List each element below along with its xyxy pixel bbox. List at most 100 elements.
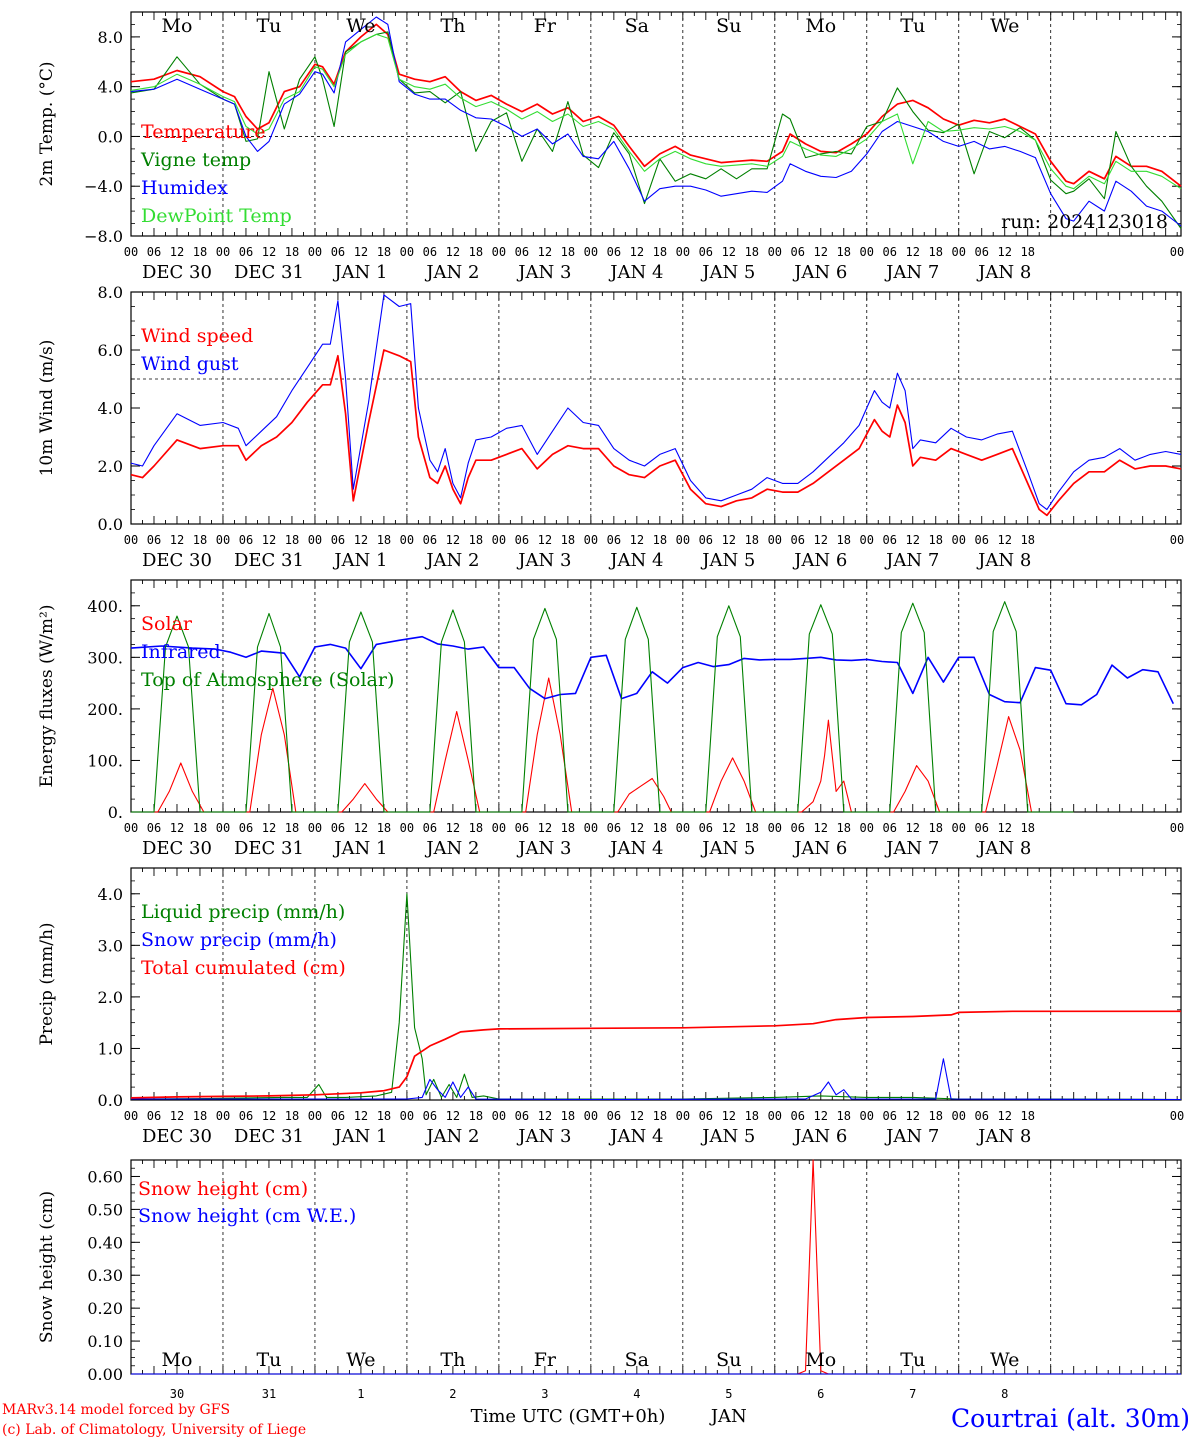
series-line-total-cumulated-cm	[130, 1010, 1181, 1099]
series-line-top-of-atmosphere-solar	[131, 601, 1074, 813]
date-label: JAN 7	[884, 1126, 939, 1147]
hour-tick-label: 18	[653, 533, 667, 547]
hour-tick-label: 06	[975, 1109, 989, 1123]
date-label: JAN 3	[516, 262, 571, 283]
weekday-label: We	[346, 15, 375, 37]
hour-tick-label: 06	[331, 821, 345, 835]
hour-tick-label: 06	[975, 821, 989, 835]
date-label: JAN 5	[700, 262, 755, 283]
date-label: DEC 30	[142, 1126, 212, 1147]
date-label: JAN 6	[792, 262, 847, 283]
legend-entry: Snow precip (mm/h)	[141, 929, 337, 951]
hour-tick-label: 00	[492, 1109, 506, 1123]
hour-tick-label: 18	[561, 533, 575, 547]
y-tick-label: 1.0	[98, 1039, 123, 1058]
weekday-label: We	[346, 1349, 375, 1371]
hour-tick-label: 12	[262, 1109, 276, 1123]
hour-tick-label: 12	[446, 821, 460, 835]
date-label: JAN 3	[516, 1126, 571, 1147]
hour-tick-label: 00	[400, 1109, 414, 1123]
hour-tick-label: 12	[354, 1109, 368, 1123]
hour-tick-label: 00	[860, 533, 874, 547]
date-label: JAN 2	[424, 838, 479, 859]
hour-tick-label: 12	[630, 533, 644, 547]
hour-tick-label: 12	[906, 1109, 920, 1123]
y-axis-label: 10m Wind (m/s)	[37, 340, 57, 477]
hour-tick-label: 00	[676, 533, 690, 547]
y-tick-label: 0.0	[98, 127, 123, 146]
hour-tick-label: 06	[607, 533, 621, 547]
hour-tick-label: 18	[929, 245, 943, 259]
hour-tick-label: 00	[308, 245, 322, 259]
hour-tick-label: 12	[354, 533, 368, 547]
date-label: DEC 31	[234, 838, 304, 859]
hour-tick-label: 12	[630, 821, 644, 835]
hour-tick-label: 18	[561, 1109, 575, 1123]
date-label: DEC 30	[142, 550, 212, 571]
hour-tick-label: 06	[607, 821, 621, 835]
y-tick-label: 0.0	[98, 515, 123, 534]
hour-tick-label: 00	[1170, 245, 1184, 259]
y-axis-label: Snow height (cm)	[37, 1191, 57, 1343]
hour-tick-label: 12	[814, 533, 828, 547]
panel-temp: −8.0 −4.0 0.0 4.0 8.0 2m Temp. (°C) Temperatur…	[37, 11, 1184, 283]
hour-tick-label: 12	[538, 533, 552, 547]
y-tick-label: 0.	[108, 803, 123, 822]
hour-tick-label: 00	[308, 533, 322, 547]
y-tick-label: 0.40	[87, 1233, 123, 1252]
hour-tick-label: 12	[538, 245, 552, 259]
date-label: JAN 5	[700, 1126, 755, 1147]
hour-tick-label: 00	[492, 245, 506, 259]
hour-tick-label: 00	[584, 245, 598, 259]
panel-precip: 0.0 1.0 2.0 3.0 4.0 Precip (mm/h) Liquid preci…	[37, 867, 1184, 1147]
date-label: JAN 8	[976, 550, 1031, 571]
y-tick-label: −4.0	[84, 177, 123, 196]
weekday-label: Th	[440, 15, 465, 37]
day-number-label: 6	[817, 1387, 824, 1401]
panel-frame	[130, 291, 1182, 525]
hour-tick-label: 18	[1020, 821, 1034, 835]
hour-tick-label: 06	[699, 1109, 713, 1123]
hour-tick-label: 12	[630, 245, 644, 259]
weekday-label: Sa	[625, 1349, 649, 1371]
hour-tick-label: 00	[952, 821, 966, 835]
hour-tick-label: 18	[469, 533, 483, 547]
hour-tick-label: 06	[607, 1109, 621, 1123]
series-line-wind-speed	[130, 349, 1182, 517]
legend-entry: Humidex	[141, 177, 228, 199]
hour-tick-label: 06	[423, 245, 437, 259]
weekday-label: Tu	[256, 1349, 281, 1371]
hour-tick-label: 06	[699, 533, 713, 547]
hour-tick-label: 00	[216, 533, 230, 547]
hour-tick-label: 12	[997, 1109, 1011, 1123]
series-line-wind-gust	[130, 294, 1182, 511]
hour-tick-label: 18	[745, 245, 759, 259]
date-label: JAN 7	[884, 838, 939, 859]
hour-tick-label: 06	[607, 245, 621, 259]
hour-tick-label: 00	[124, 245, 138, 259]
weekday-label: We	[990, 1349, 1019, 1371]
date-label: JAN 7	[884, 550, 939, 571]
hour-tick-label: 00	[584, 1109, 598, 1123]
y-tick-label: 400.	[87, 597, 123, 616]
y-tick-label: 100.	[87, 751, 123, 770]
hour-tick-label: 12	[814, 821, 828, 835]
hour-tick-label: 18	[285, 1109, 299, 1123]
hour-tick-label: 12	[170, 245, 184, 259]
hour-tick-label: 12	[814, 1109, 828, 1123]
hour-tick-label: 18	[561, 245, 575, 259]
series-line-snow-precip-mm-h	[131, 1058, 1182, 1101]
hour-tick-label: 12	[630, 1109, 644, 1123]
hour-tick-label: 00	[1170, 821, 1184, 835]
y-tick-label: 4.0	[98, 399, 123, 418]
hour-tick-label: 06	[791, 1109, 805, 1123]
hour-tick-label: 00	[216, 1109, 230, 1123]
panel-frame	[130, 11, 1182, 237]
date-label: JAN 8	[976, 838, 1031, 859]
hour-tick-label: 00	[124, 821, 138, 835]
hour-tick-label: 18	[377, 245, 391, 259]
series-line-vigne-temp	[130, 31, 1182, 229]
y-tick-label: 4.0	[98, 78, 123, 97]
hour-tick-label: 06	[515, 533, 529, 547]
hour-tick-label: 00	[1170, 1109, 1184, 1123]
